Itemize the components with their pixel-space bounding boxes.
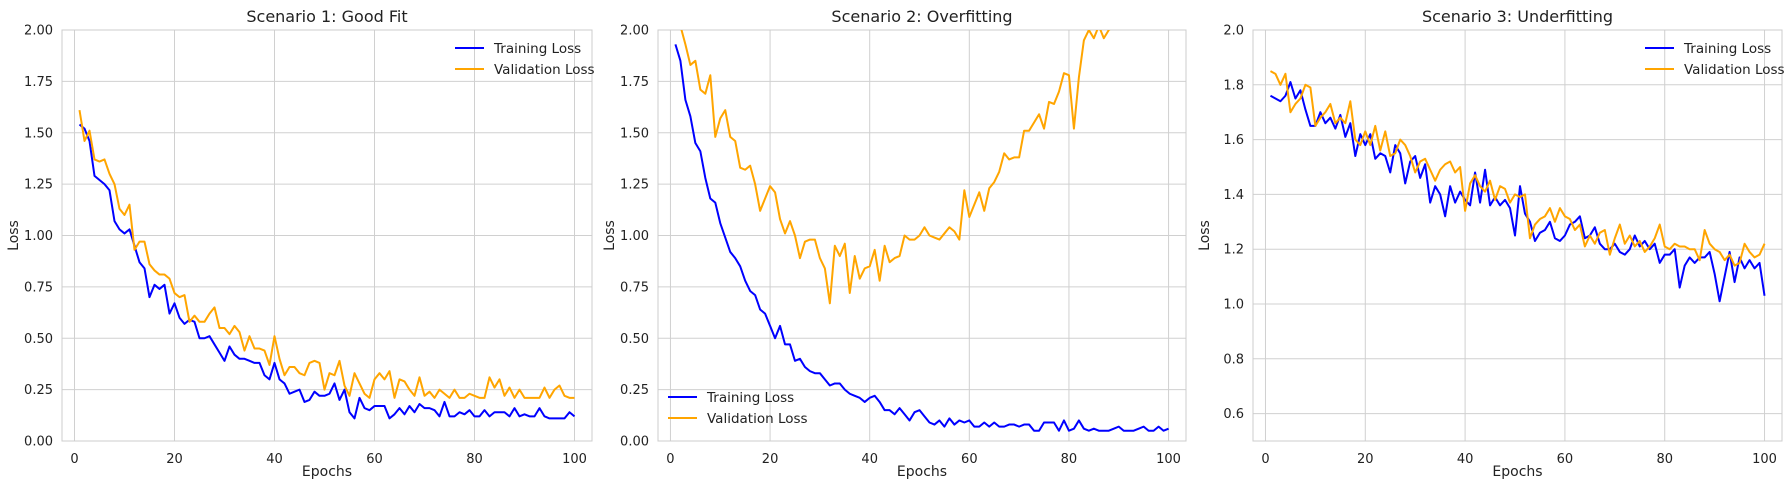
y-tick-label: 0.6 bbox=[1223, 407, 1244, 422]
series-line-validation-loss bbox=[680, 30, 1111, 305]
plot-frame bbox=[1252, 29, 1783, 442]
y-axis-label: Loss bbox=[1197, 220, 1213, 251]
series-line-validation-loss bbox=[1269, 70, 1766, 267]
y-tick-label: 1.75 bbox=[24, 75, 53, 90]
x-tick-label: 0 bbox=[666, 452, 674, 467]
x-tick-label: 40 bbox=[1457, 452, 1474, 467]
x-tick-label: 80 bbox=[466, 452, 483, 467]
y-tick-label: 1.25 bbox=[24, 178, 53, 193]
chart-panel-3: 0 20 40 60 80 100 0.6 0.8 1.0 1.2 1.4 1.6 1.8 2.0 Scen… bbox=[1197, 7, 1785, 480]
y-tick-label: 2.00 bbox=[620, 24, 649, 39]
y-tick-label: 1.75 bbox=[620, 75, 649, 90]
plot-frame bbox=[657, 29, 1187, 442]
x-tick-label: 80 bbox=[1656, 452, 1673, 467]
y-tick-label: 1.50 bbox=[24, 126, 53, 141]
series-line-training-loss bbox=[78, 123, 576, 420]
chart-title: Scenario 1: Good Fit bbox=[246, 7, 407, 26]
legend: Training Loss Validation Loss bbox=[1645, 41, 1785, 78]
chart-panel-1: 0 20 40 60 80 100 0.00 0.25 0.50 0.75 1.00 1.25 1.50… bbox=[6, 7, 595, 480]
legend-label: Training Loss bbox=[493, 41, 581, 57]
y-tick-label: 1.2 bbox=[1223, 243, 1244, 258]
series-line-validation-loss bbox=[78, 109, 575, 399]
x-tick-label: 100 bbox=[1156, 452, 1181, 467]
series-line-training-loss bbox=[674, 44, 1169, 432]
y-axis-label: Loss bbox=[602, 220, 618, 251]
y-tick-label: 0.75 bbox=[24, 280, 53, 295]
x-tick-label: 60 bbox=[366, 452, 383, 467]
legend: Training Loss Validation Loss bbox=[668, 390, 808, 427]
y-tick-label: 1.8 bbox=[1223, 78, 1244, 93]
y-tick-label: 0.25 bbox=[620, 383, 649, 398]
x-tick-label: 100 bbox=[1752, 452, 1777, 467]
y-tick-label: 0.25 bbox=[24, 383, 53, 398]
chart-title: Scenario 3: Underfitting bbox=[1422, 7, 1613, 26]
x-tick-label: 40 bbox=[266, 452, 283, 467]
series-group bbox=[1269, 70, 1766, 303]
y-tick-label: 2.00 bbox=[24, 24, 53, 39]
x-axis-label: Epochs bbox=[1492, 464, 1542, 480]
legend-label: Validation Loss bbox=[1684, 62, 1785, 78]
y-tick-label: 0.50 bbox=[24, 332, 53, 347]
y-tick-label: 1.50 bbox=[620, 126, 649, 141]
x-tick-label: 100 bbox=[562, 452, 587, 467]
y-tick-label: 0.50 bbox=[620, 332, 649, 347]
x-tick-label: 20 bbox=[166, 452, 183, 467]
legend-label: Validation Loss bbox=[494, 62, 595, 78]
x-tick-label: 60 bbox=[961, 452, 978, 467]
x-tick-label: 0 bbox=[1261, 452, 1269, 467]
x-tick-label: 0 bbox=[70, 452, 78, 467]
y-axis-label: Loss bbox=[6, 220, 22, 251]
y-tick-label: 0.00 bbox=[24, 435, 53, 450]
y-tick-label: 1.00 bbox=[620, 229, 649, 244]
x-tick-label: 20 bbox=[762, 452, 779, 467]
y-tick-label: 1.25 bbox=[620, 178, 649, 193]
x-tick-label: 80 bbox=[1061, 452, 1078, 467]
y-tick-label: 2.0 bbox=[1223, 24, 1244, 39]
y-tick-label: 0.00 bbox=[620, 435, 649, 450]
legend-label: Training Loss bbox=[706, 390, 794, 406]
plot-frame bbox=[61, 29, 593, 442]
y-tick-label: 1.00 bbox=[24, 229, 53, 244]
legend-label: Validation Loss bbox=[707, 411, 808, 427]
series-line-training-loss bbox=[1269, 81, 1766, 303]
x-axis-label: Epochs bbox=[897, 464, 947, 480]
x-tick-label: 40 bbox=[861, 452, 878, 467]
x-tick-label: 60 bbox=[1557, 452, 1574, 467]
legend: Training Loss Validation Loss bbox=[455, 41, 595, 78]
x-tick-label: 20 bbox=[1357, 452, 1374, 467]
chart-title: Scenario 2: Overfitting bbox=[831, 7, 1012, 26]
y-tick-label: 1.6 bbox=[1223, 133, 1244, 148]
y-tick-label: 0.8 bbox=[1223, 352, 1244, 367]
y-tick-label: 1.4 bbox=[1223, 188, 1244, 203]
series-group bbox=[78, 109, 576, 420]
series-group bbox=[674, 30, 1169, 432]
y-tick-label: 0.75 bbox=[620, 280, 649, 295]
y-tick-label: 1.0 bbox=[1223, 298, 1244, 313]
chart-panel-2: 0 20 40 60 80 100 0.00 0.25 0.50 0.75 1.00 1.25 1.50… bbox=[602, 7, 1187, 480]
x-axis-label: Epochs bbox=[302, 464, 352, 480]
legend-label: Training Loss bbox=[1683, 41, 1771, 57]
